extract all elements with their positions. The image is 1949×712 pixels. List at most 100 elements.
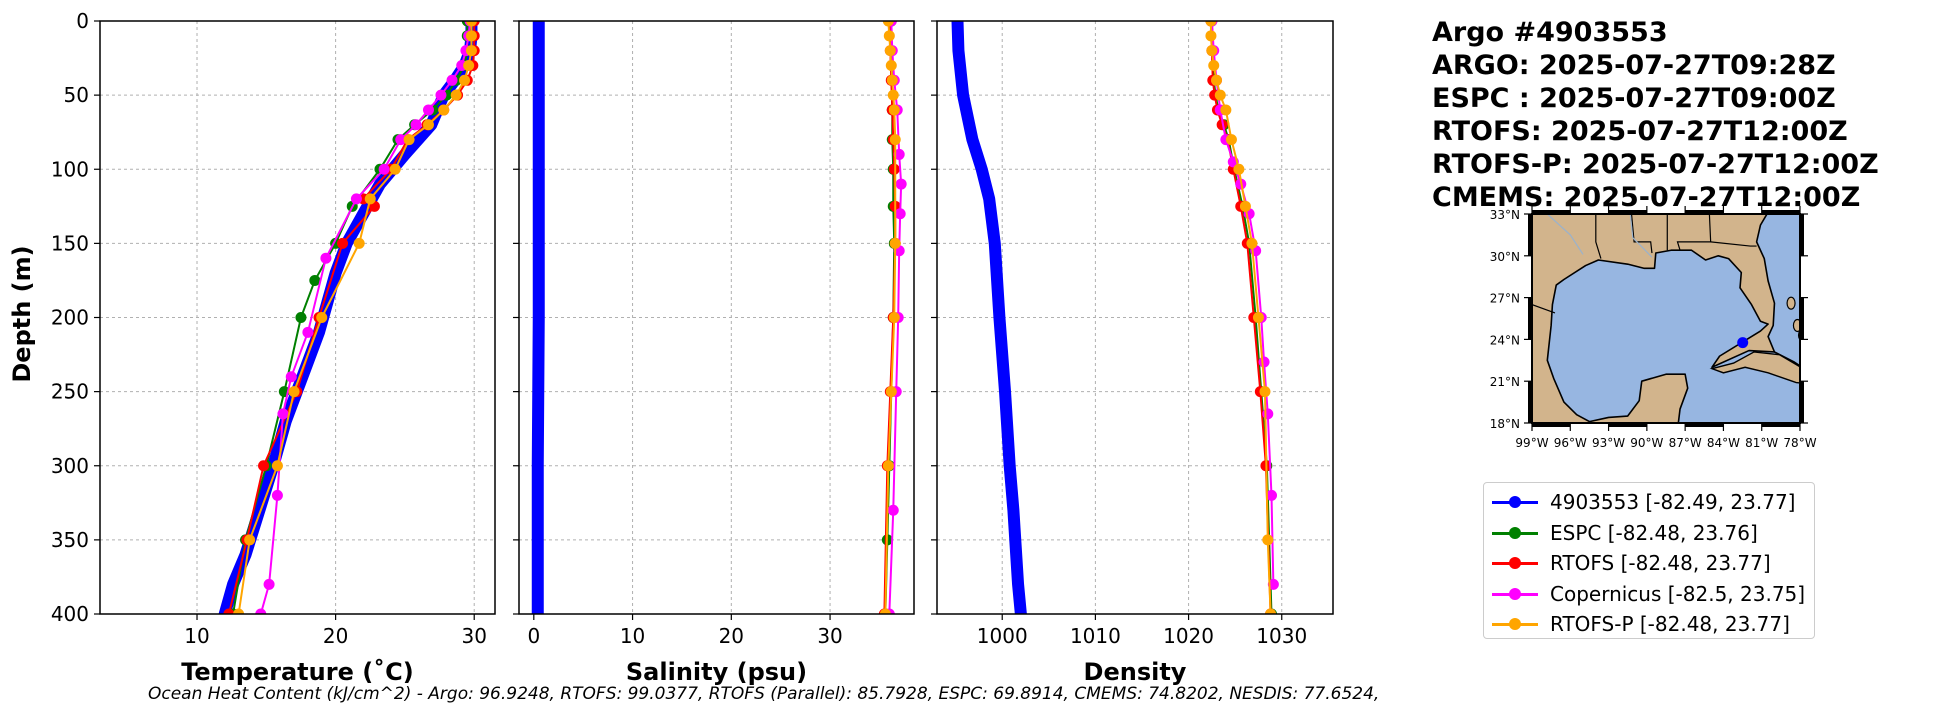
legend-label: RTOFS [-82.48, 23.77]	[1550, 551, 1771, 576]
y-tick-label: 200	[51, 306, 89, 330]
data-point-copernicus	[446, 74, 458, 86]
series-group	[218, 21, 480, 614]
data-point-copernicus	[285, 371, 297, 383]
legend-swatch	[1492, 492, 1538, 512]
legend-item-rtofs-p: RTOFS-P [-82.48, 23.77]	[1492, 609, 1814, 640]
depth-axis-label: Depth (m)	[8, 245, 36, 382]
bahamas-island	[1792, 318, 1800, 333]
data-point-rtofs-p	[465, 21, 477, 27]
density-panel: 1000 1010 1020 1030 Density	[931, 20, 1334, 686]
float-header: Argo #4903553 ARGO: 2025-07-27T09:28Z ES…	[1432, 16, 1879, 214]
plot-frame	[518, 20, 915, 615]
header-cmems-time: CMEMS: 2025-07-27T12:00Z	[1432, 182, 1861, 213]
map-lon-label: 93°W	[1592, 436, 1625, 450]
data-point-copernicus	[435, 89, 447, 101]
map-border-segment	[1532, 423, 1571, 427]
map-lat-label: 18°N	[1490, 417, 1520, 431]
data-point-rtofs-p	[1208, 59, 1220, 71]
data-point-copernicus	[894, 208, 906, 220]
x-tick-label: 0	[527, 624, 540, 648]
border-line	[1595, 214, 1602, 259]
data-point-copernicus	[1258, 356, 1270, 368]
map-features	[1532, 214, 1800, 423]
legend-item-rtofs: RTOFS [-82.48, 23.77]	[1492, 548, 1814, 579]
legend-swatch	[1492, 523, 1538, 543]
map-border-segment	[1608, 210, 1647, 214]
legend: 4903553 [-82.49, 23.77] ESPC [-82.48, 23…	[1483, 482, 1815, 639]
data-point-rtofs-p	[1205, 21, 1217, 27]
temperature-panel: 10 20 30050100150200250300350400Temperatur…	[51, 9, 496, 686]
legend-item-argo: 4903553 [-82.49, 23.77]	[1492, 487, 1814, 518]
x-tick-label: 1020	[1163, 624, 1214, 648]
legend-label: 4903553 [-82.49, 23.77]	[1550, 490, 1796, 515]
data-point-copernicus	[1266, 489, 1278, 501]
x-tick-label: 20	[719, 624, 744, 648]
header-rtofs-time: RTOFS: 2025-07-27T12:00Z	[1432, 116, 1848, 147]
data-point-espc	[295, 312, 307, 323]
map-border-segment	[1528, 381, 1532, 423]
x-tick-label: 20	[323, 624, 348, 648]
data-point-rtofs-p	[889, 134, 901, 146]
y-tick-label: 350	[51, 528, 89, 552]
data-point-copernicus	[395, 134, 407, 146]
legend-swatch	[1492, 614, 1538, 634]
legend-swatch	[1492, 553, 1538, 573]
data-point-rtofs-p	[1225, 134, 1237, 146]
salinity-axis-label: Salinity (psu)	[626, 658, 807, 686]
data-point-espc	[309, 274, 321, 286]
border-line	[1676, 214, 1712, 251]
data-point-rtofs-p	[1262, 534, 1274, 546]
map-border-segment	[1800, 214, 1804, 256]
legend-label: RTOFS-P [-82.48, 23.77]	[1550, 612, 1790, 637]
data-point-rtofs-p	[389, 163, 401, 175]
legend-label: Copernicus [-82.5, 23.75]	[1550, 581, 1806, 606]
data-point-copernicus	[895, 178, 907, 190]
float-location-marker	[1737, 337, 1749, 349]
legend-item-copernicus: Copernicus [-82.5, 23.75]	[1492, 579, 1814, 610]
river-line	[1546, 214, 1584, 255]
atlantic-ocean	[1755, 214, 1800, 367]
data-point-rtofs-p	[886, 74, 898, 86]
data-point-rtofs-p	[883, 30, 895, 42]
map-lon-label: 96°W	[1554, 436, 1587, 450]
data-point-rtofs-p	[1259, 386, 1271, 398]
data-point-rtofs-p	[879, 608, 891, 614]
data-point-copernicus	[378, 163, 390, 175]
x-tick-label: 10	[620, 624, 645, 648]
data-point-rtofs-p	[1206, 45, 1218, 57]
data-point-rtofs-p	[271, 460, 283, 472]
gulf-of-mexico-map: 33°N 30°N 27°N 24°N 21°N 18°N 99°W 96°W 93°W 90°W…	[1490, 206, 1817, 450]
y-tick-label: 0	[76, 9, 89, 33]
data-point-copernicus	[887, 504, 899, 516]
header-espc-time: ESPC : 2025-07-27T09:00Z	[1432, 83, 1836, 114]
data-point-rtofs-p	[463, 59, 475, 71]
legend-item-espc: ESPC [-82.48, 23.76]	[1492, 518, 1814, 549]
data-point-rtofs-p	[1211, 74, 1223, 86]
data-point-rtofs-p	[465, 30, 477, 42]
data-point-rtofs-p	[465, 45, 477, 57]
map-border-segment	[1685, 210, 1724, 214]
map-border-segment	[1608, 423, 1647, 427]
header-float-id: Argo #4903553	[1432, 17, 1668, 48]
data-point-rtofs-p	[316, 312, 328, 323]
header-rtofsp-time: RTOFS-P: 2025-07-27T12:00Z	[1432, 149, 1879, 180]
data-point-copernicus	[1262, 408, 1274, 420]
data-point-rtofs	[258, 460, 270, 472]
x-tick-label: 1010	[1070, 624, 1121, 648]
series-group	[531, 21, 907, 614]
map-lon-label: 78°W	[1783, 436, 1816, 450]
data-point-rtofs-p	[882, 21, 894, 27]
data-point-rtofs-p	[1220, 104, 1232, 116]
data-point-copernicus	[302, 326, 314, 338]
cuba-island	[1709, 351, 1800, 384]
x-tick-label: 10	[184, 624, 209, 648]
data-point-rtofs-p	[353, 237, 365, 249]
border-line	[1630, 214, 1653, 254]
data-point-rtofs-p	[438, 104, 450, 116]
map-lon-label: 81°W	[1745, 436, 1778, 450]
data-point-rtofs-p	[288, 386, 300, 398]
data-point-rtofs-p	[244, 534, 256, 546]
data-point-copernicus	[255, 608, 267, 614]
data-point-rtofs-p	[885, 386, 897, 398]
